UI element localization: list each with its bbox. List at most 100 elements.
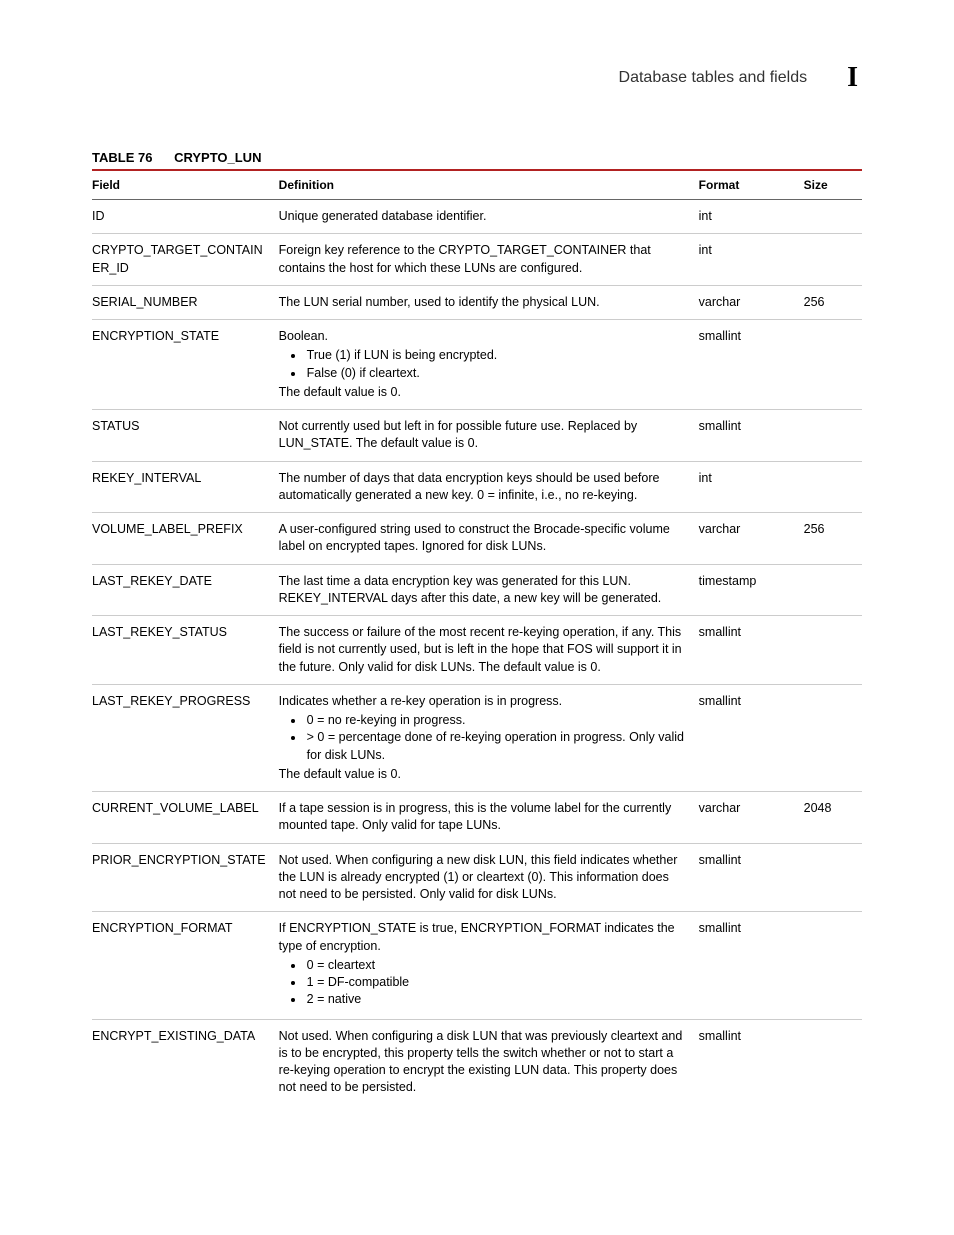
definition-text: The last time a data encryption key was …: [279, 573, 689, 608]
cell-size: [804, 461, 862, 513]
table-row: CURRENT_VOLUME_LABELIf a tape session is…: [92, 792, 862, 844]
cell-size: [804, 1019, 862, 1105]
cell-definition: Not used. When configuring a disk LUN th…: [279, 1019, 699, 1105]
cell-field: VOLUME_LABEL_PREFIX: [92, 513, 279, 565]
definition-text: The LUN serial number, used to identify …: [279, 294, 689, 311]
table-row: CRYPTO_TARGET_CONTAINER_IDForeign key re…: [92, 234, 862, 286]
definition-list: 0 = cleartext1 = DF-compatible2 = native: [279, 957, 689, 1009]
cell-definition: Unique generated database identifier.: [279, 200, 699, 234]
definition-text: Foreign key reference to the CRYPTO_TARG…: [279, 242, 689, 277]
definition-text: If a tape session is in progress, this i…: [279, 800, 689, 835]
cell-format: smallint: [699, 320, 804, 410]
col-header-format: Format: [699, 170, 804, 200]
table-row: STATUSNot currently used but left in for…: [92, 410, 862, 462]
definition-text: Unique generated database identifier.: [279, 208, 689, 225]
cell-definition: The success or failure of the most recen…: [279, 616, 699, 685]
cell-size: [804, 684, 862, 791]
col-header-definition: Definition: [279, 170, 699, 200]
cell-size: [804, 410, 862, 462]
cell-size: [804, 912, 862, 1019]
cell-format: varchar: [699, 285, 804, 319]
cell-format: smallint: [699, 843, 804, 912]
cell-definition: If ENCRYPTION_STATE is true, ENCRYPTION_…: [279, 912, 699, 1019]
definition-text: Not used. When configuring a disk LUN th…: [279, 1028, 689, 1097]
definition-text-post: The default value is 0.: [279, 766, 689, 783]
cell-size: [804, 564, 862, 616]
cell-definition: Indicates whether a re-key operation is …: [279, 684, 699, 791]
definition-text: Boolean.: [279, 328, 689, 345]
definition-text: The number of days that data encryption …: [279, 470, 689, 505]
definition-text: Not currently used but left in for possi…: [279, 418, 689, 453]
cell-size: [804, 234, 862, 286]
table-row: ENCRYPT_EXISTING_DATANot used. When conf…: [92, 1019, 862, 1105]
cell-field: ENCRYPT_EXISTING_DATA: [92, 1019, 279, 1105]
cell-format: smallint: [699, 1019, 804, 1105]
cell-definition: The LUN serial number, used to identify …: [279, 285, 699, 319]
definition-list-item: True (1) if LUN is being encrypted.: [305, 347, 689, 364]
cell-field: LAST_REKEY_DATE: [92, 564, 279, 616]
cell-definition: The last time a data encryption key was …: [279, 564, 699, 616]
cell-definition: If a tape session is in progress, this i…: [279, 792, 699, 844]
cell-field: STATUS: [92, 410, 279, 462]
cell-size: 2048: [804, 792, 862, 844]
cell-definition: Foreign key reference to the CRYPTO_TARG…: [279, 234, 699, 286]
cell-size: [804, 843, 862, 912]
cell-format: smallint: [699, 912, 804, 1019]
cell-size: 256: [804, 513, 862, 565]
cell-format: smallint: [699, 616, 804, 685]
cell-field: ENCRYPTION_FORMAT: [92, 912, 279, 1019]
table-row: VOLUME_LABEL_PREFIXA user-configured str…: [92, 513, 862, 565]
cell-format: timestamp: [699, 564, 804, 616]
table-row: LAST_REKEY_PROGRESSIndicates whether a r…: [92, 684, 862, 791]
cell-format: smallint: [699, 410, 804, 462]
cell-definition: Not currently used but left in for possi…: [279, 410, 699, 462]
cell-definition: Not used. When configuring a new disk LU…: [279, 843, 699, 912]
cell-definition: Boolean. True (1) if LUN is being encrypt…: [279, 320, 699, 410]
col-header-size: Size: [804, 170, 862, 200]
table-name: CRYPTO_LUN: [174, 150, 261, 165]
table-row: IDUnique generated database identifier. i…: [92, 200, 862, 234]
definition-text-post: The default value is 0.: [279, 384, 689, 401]
definition-text: If ENCRYPTION_STATE is true, ENCRYPTION_…: [279, 920, 689, 955]
cell-format: smallint: [699, 684, 804, 791]
definition-list-item: 2 = native: [305, 991, 689, 1008]
table-row: SERIAL_NUMBERThe LUN serial number, used…: [92, 285, 862, 319]
cell-field: REKEY_INTERVAL: [92, 461, 279, 513]
cell-format: int: [699, 234, 804, 286]
table-row: ENCRYPTION_FORMATIf ENCRYPTION_STATE is …: [92, 912, 862, 1019]
cell-definition: A user-configured string used to constru…: [279, 513, 699, 565]
page-header: Database tables and fields I: [92, 62, 862, 94]
definition-list: 0 = no re-keying in progress.> 0 = perce…: [279, 712, 689, 764]
definition-list-item: False (0) if cleartext.: [305, 365, 689, 382]
table-header-row: Field Definition Format Size: [92, 170, 862, 200]
cell-field: PRIOR_ENCRYPTION_STATE: [92, 843, 279, 912]
cell-field: LAST_REKEY_STATUS: [92, 616, 279, 685]
definition-list-item: 0 = no re-keying in progress.: [305, 712, 689, 729]
page-title: Database tables and fields: [619, 69, 808, 87]
cell-size: [804, 200, 862, 234]
table-row: PRIOR_ENCRYPTION_STATENot used. When con…: [92, 843, 862, 912]
cell-format: int: [699, 200, 804, 234]
crypto-lun-table: Field Definition Format Size IDUnique ge…: [92, 169, 862, 1105]
cell-size: [804, 320, 862, 410]
table-row: ENCRYPTION_STATEBoolean. True (1) if LUN …: [92, 320, 862, 410]
cell-size: [804, 616, 862, 685]
table-row: LAST_REKEY_DATEThe last time a data encr…: [92, 564, 862, 616]
cell-field: ENCRYPTION_STATE: [92, 320, 279, 410]
cell-size: 256: [804, 285, 862, 319]
table-number: TABLE 76: [92, 150, 152, 165]
definition-text: The success or failure of the most recen…: [279, 624, 689, 676]
cell-definition: The number of days that data encryption …: [279, 461, 699, 513]
cell-field: SERIAL_NUMBER: [92, 285, 279, 319]
definition-list: True (1) if LUN is being encrypted.False…: [279, 347, 689, 382]
table-row: LAST_REKEY_STATUSThe success or failure …: [92, 616, 862, 685]
definition-list-item: > 0 = percentage done of re-keying opera…: [305, 729, 689, 764]
cell-field: LAST_REKEY_PROGRESS: [92, 684, 279, 791]
cell-format: varchar: [699, 513, 804, 565]
cell-format: int: [699, 461, 804, 513]
cell-field: ID: [92, 200, 279, 234]
table-row: REKEY_INTERVALThe number of days that da…: [92, 461, 862, 513]
definition-text: A user-configured string used to constru…: [279, 521, 689, 556]
cell-field: CRYPTO_TARGET_CONTAINER_ID: [92, 234, 279, 286]
chapter-indicator: I: [847, 62, 856, 94]
